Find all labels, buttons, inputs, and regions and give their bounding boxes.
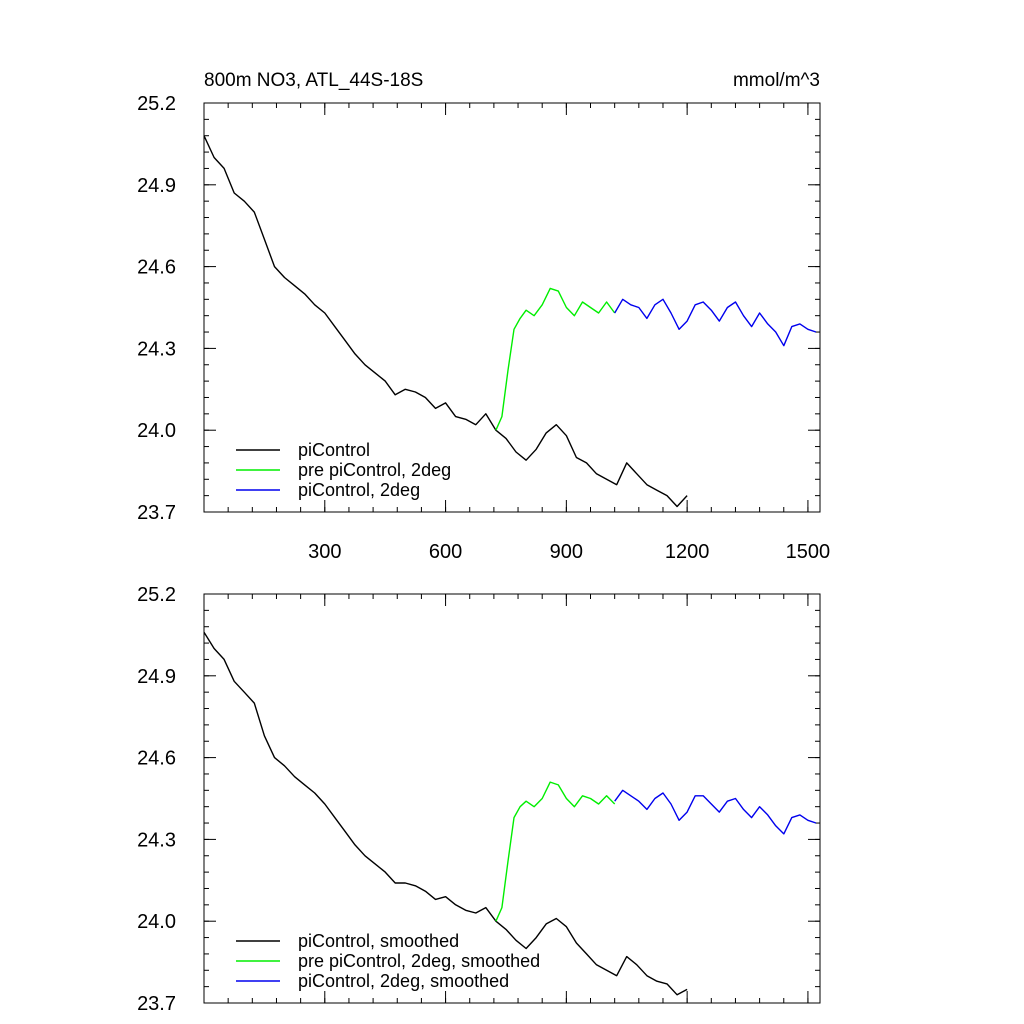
- y-tick-label: 23.7: [137, 502, 176, 524]
- series-line-picontrol-2deg: [614, 298, 817, 347]
- plot-frame: [203, 102, 821, 513]
- series-line-pre-picontrol-2deg-smoothed: [495, 781, 616, 922]
- series-line-picontrol-2deg-smoothed: [614, 789, 817, 835]
- y-tick-label: 24.6: [137, 748, 176, 770]
- chart-units: mmol/m^3: [733, 70, 820, 91]
- x-tick-label: 1200: [665, 541, 710, 563]
- legend-label: piControl, smoothed: [298, 931, 459, 951]
- y-tick-label: 25.2: [137, 584, 176, 606]
- y-tick-label: 23.7: [137, 993, 176, 1015]
- x-tick-label: 900: [550, 541, 583, 563]
- series-line-picontrol: [203, 135, 688, 508]
- y-tick-label: 24.0: [137, 420, 176, 442]
- y-tick-label: 25.2: [137, 93, 176, 115]
- legend-label: piControl, 2deg, smoothed: [298, 971, 509, 991]
- x-tick-label: 300: [308, 541, 341, 563]
- y-tick-label: 24.3: [137, 338, 176, 360]
- y-tick-label: 24.3: [137, 829, 176, 851]
- x-tick-label: 1500: [786, 541, 831, 563]
- plot-frame: [203, 593, 821, 1004]
- legend-label: piControl, 2deg: [298, 480, 420, 500]
- y-tick-label: 24.6: [137, 257, 176, 279]
- y-tick-label: 24.9: [137, 175, 176, 197]
- legend-label: pre piControl, 2deg, smoothed: [298, 951, 540, 971]
- chart-title: 800m NO3, ATL_44S-18S: [204, 70, 423, 91]
- legend-label: piControl: [298, 440, 370, 460]
- y-tick-label: 24.0: [137, 911, 176, 933]
- top-panel: 23.7 24.0 24.3 24.6 24.9 25.2 300 600 900 1200 150…: [137, 93, 830, 563]
- series-line-picontrol-smoothed: [203, 631, 688, 996]
- series-line-pre-picontrol-2deg: [495, 287, 616, 431]
- x-tick-label: 600: [429, 541, 462, 563]
- y-tick-label: 24.9: [137, 666, 176, 688]
- bottom-panel: 23.7 24.0 24.3 24.6 24.9 25.2 piControl, smoot…: [137, 584, 821, 1015]
- legend-label: pre piControl, 2deg: [298, 460, 451, 480]
